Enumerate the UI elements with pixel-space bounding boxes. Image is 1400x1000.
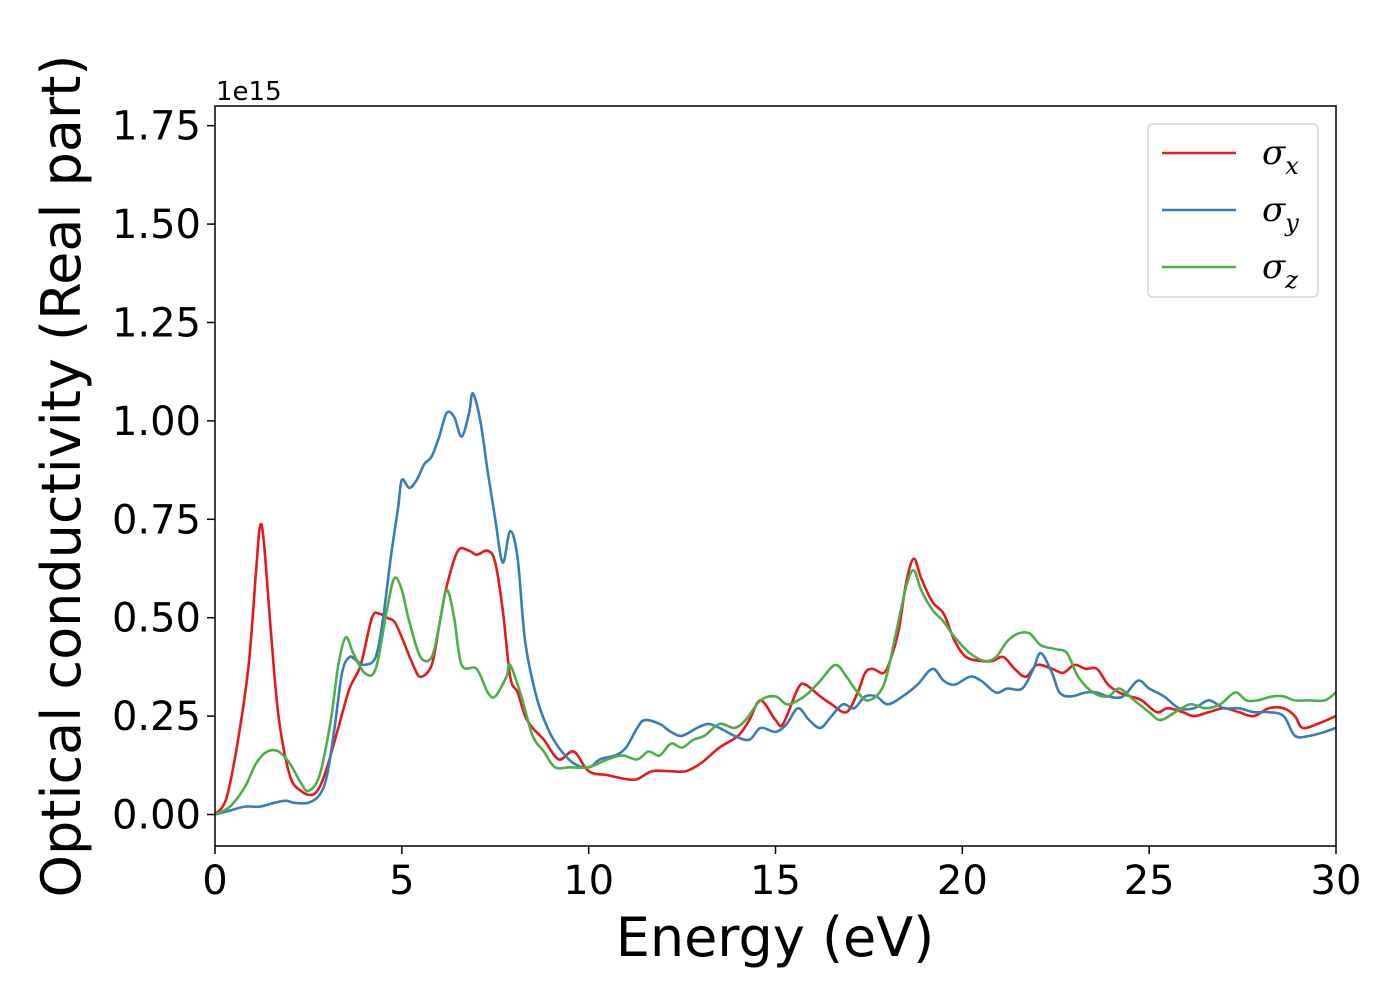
y-offset-label: 1e15 — [216, 77, 282, 107]
x-tick-label: 10 — [563, 858, 614, 904]
y-tick-label: 1.25 — [112, 300, 201, 346]
x-tick-label: 5 — [389, 858, 414, 904]
legend-label-sigma-z: σz — [1262, 247, 1298, 294]
series-line-sigma-x — [215, 522, 1336, 816]
y-tick-label: 1.50 — [112, 202, 201, 248]
x-tick-label: 20 — [937, 858, 988, 904]
x-tick-label: 25 — [1124, 858, 1175, 904]
legend: σx σy σz — [1147, 123, 1319, 298]
legend-label-sigma-y: σy — [1262, 190, 1299, 237]
y-axis-label: Optical conductivity (Real part) — [30, 55, 93, 898]
series-layer — [215, 392, 1336, 816]
x-axis-label: Energy (eV) — [616, 906, 935, 969]
series-line-sigma-z — [215, 569, 1336, 816]
x-tick-label: 30 — [1311, 858, 1362, 904]
x-axis: 0 5 10 15 20 25 30 — [202, 846, 1361, 904]
x-tick-label: 15 — [750, 858, 801, 904]
y-tick-label: 0.00 — [112, 793, 201, 839]
y-tick-label: 0.25 — [112, 694, 201, 740]
y-tick-label: 0.75 — [112, 497, 201, 543]
series-line-sigma-y — [215, 392, 1336, 816]
y-tick-label: 1.75 — [112, 104, 201, 150]
y-axis: 0.00 0.25 0.50 0.75 1.00 1.25 1.50 1.75 — [112, 104, 215, 839]
y-tick-label: 0.50 — [112, 596, 201, 642]
legend-label-sigma-x: σx — [1262, 133, 1299, 180]
x-tick-label: 0 — [202, 858, 227, 904]
y-tick-label: 1.00 — [112, 399, 201, 445]
